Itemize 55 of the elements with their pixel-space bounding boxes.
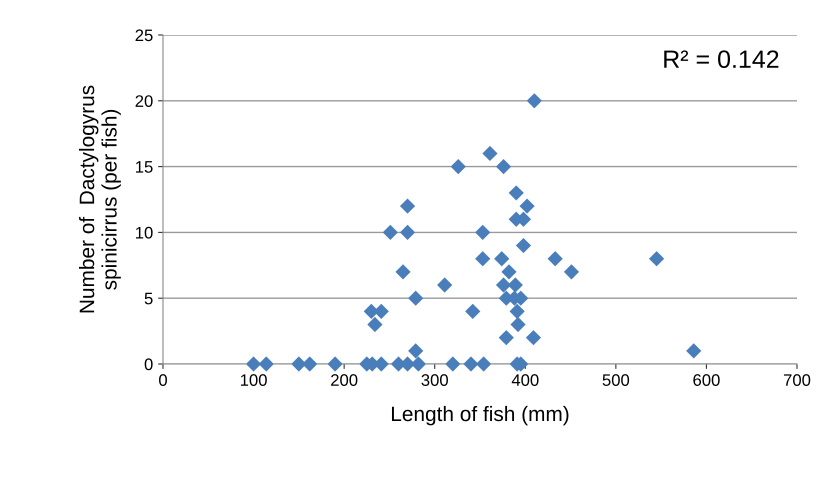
point xyxy=(367,316,383,332)
y-axis-title: Number of Dactylogyrus spinicirrus (per fish) xyxy=(78,86,121,312)
y-tick-label: 0 xyxy=(144,358,153,370)
point xyxy=(400,224,416,240)
y-tick-label: 15 xyxy=(136,161,153,173)
point xyxy=(408,343,424,358)
x-tick-label: 100 xyxy=(240,374,267,386)
y-tick-label: 25 xyxy=(136,29,153,42)
point xyxy=(445,356,460,372)
point xyxy=(476,356,492,372)
point xyxy=(496,277,512,293)
point xyxy=(564,264,580,280)
point xyxy=(437,277,452,293)
x-tick-label: 0 xyxy=(159,374,167,386)
point xyxy=(327,356,343,372)
x-tick-label: 500 xyxy=(602,374,630,386)
point xyxy=(686,343,702,358)
point xyxy=(510,304,525,319)
point xyxy=(382,224,398,240)
x-tick-label: 400 xyxy=(512,374,539,386)
point xyxy=(450,158,466,174)
point xyxy=(482,146,498,162)
annotation: R² = 0.142 xyxy=(664,50,778,68)
point xyxy=(258,356,274,372)
point xyxy=(408,290,424,306)
point xyxy=(291,356,306,372)
x-tick-label: 200 xyxy=(331,374,358,386)
point xyxy=(526,93,542,108)
y-tick-label: 20 xyxy=(136,95,153,108)
x-axis-title: Length of fish (mm) xyxy=(392,406,568,426)
x-tick-label: 600 xyxy=(693,374,720,386)
point xyxy=(508,185,524,201)
point xyxy=(548,251,563,266)
point xyxy=(649,251,664,266)
point xyxy=(496,158,512,174)
point xyxy=(395,264,411,280)
point xyxy=(465,304,480,319)
x-tick-label: 700 xyxy=(784,374,810,386)
point xyxy=(510,316,526,332)
point xyxy=(494,251,510,266)
point xyxy=(501,264,517,280)
point xyxy=(508,277,523,293)
point xyxy=(463,356,479,372)
point xyxy=(400,198,416,214)
x-tick-label: 300 xyxy=(421,374,448,386)
y-tick-label: 5 xyxy=(144,292,153,304)
point xyxy=(475,251,490,266)
y-tick-label: 10 xyxy=(136,226,153,239)
point xyxy=(526,330,542,346)
point xyxy=(302,356,318,372)
point xyxy=(246,356,262,372)
point xyxy=(516,238,532,254)
point xyxy=(475,224,490,240)
point xyxy=(519,198,535,214)
point xyxy=(498,330,514,346)
